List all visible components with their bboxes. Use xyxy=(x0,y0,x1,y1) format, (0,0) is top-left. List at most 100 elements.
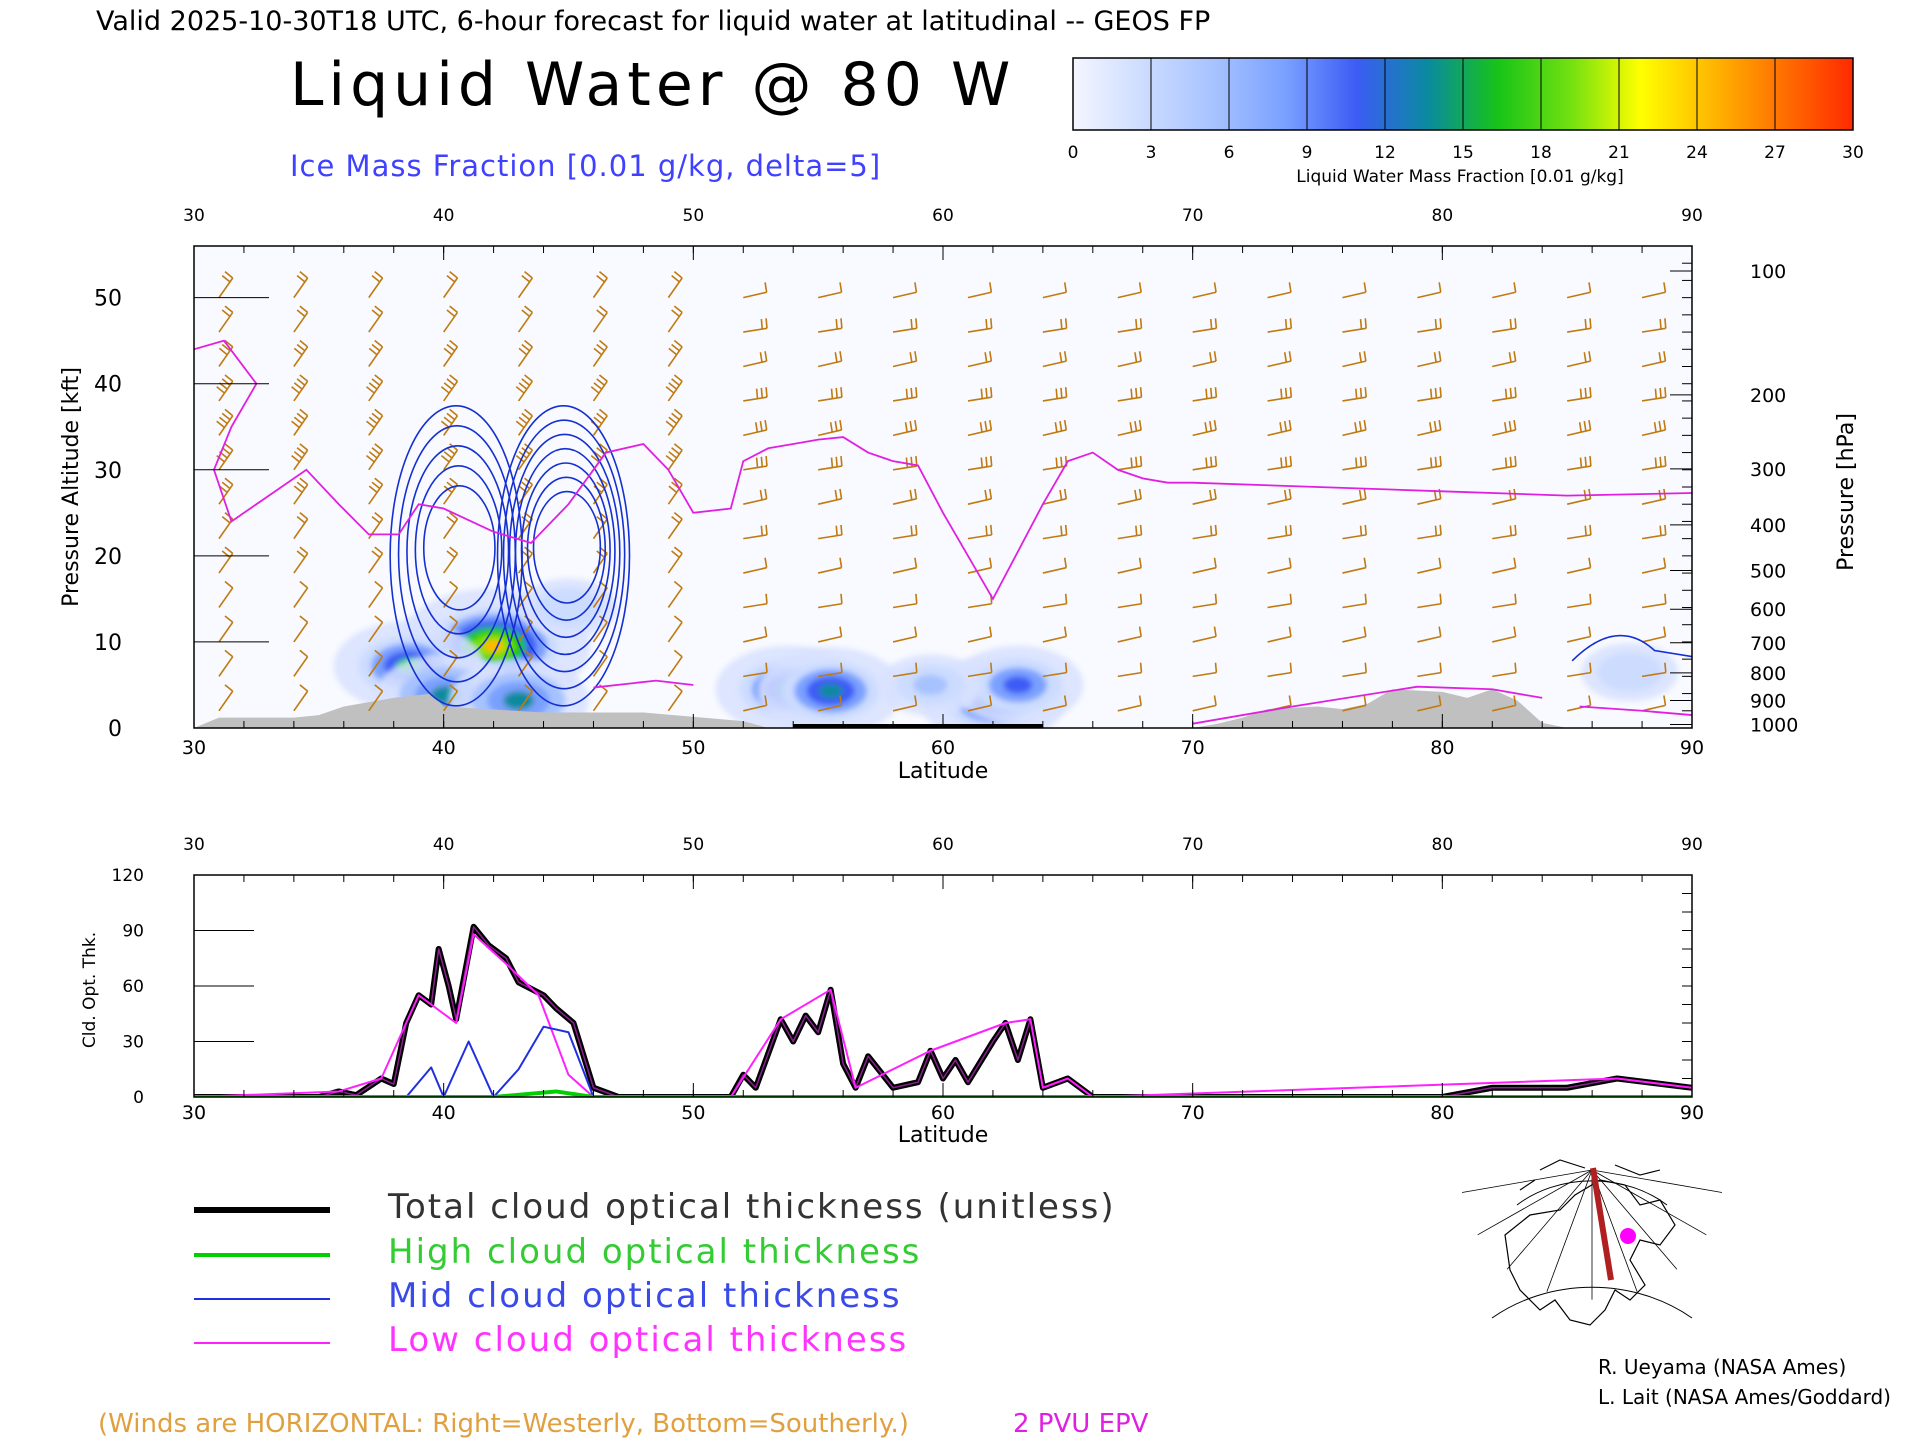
cot-x-tick-label-top: 70 xyxy=(1182,835,1204,855)
wind-barb xyxy=(293,615,309,643)
wind-barb-flag xyxy=(449,546,458,555)
wind-barb-flag xyxy=(829,422,833,433)
wind-barb-flag xyxy=(440,386,450,394)
wind-barb-flag xyxy=(835,456,838,467)
wind-barb-flag xyxy=(839,351,843,362)
wind-barb-flag xyxy=(1213,557,1217,568)
wind-barb xyxy=(1117,557,1142,574)
wind-barb-flag xyxy=(1659,525,1662,536)
wind-barb-flag xyxy=(374,271,384,279)
pressure-tick-label: 900 xyxy=(1750,690,1786,712)
wind-barb-staff xyxy=(293,656,309,677)
cot-y-tick-label: 60 xyxy=(122,977,144,997)
liquid-water-ring xyxy=(913,674,948,696)
wind-barb-flag xyxy=(1138,282,1142,293)
wind-barb-flag xyxy=(1134,421,1138,432)
wind-barb-staff xyxy=(218,621,234,643)
wind-barb-staff xyxy=(517,690,533,712)
wind-barb-flag xyxy=(905,457,909,468)
wind-barb-flag xyxy=(1588,695,1592,706)
wind-barb-flag xyxy=(1289,662,1293,673)
wind-barb-flag xyxy=(1288,488,1292,499)
wind-barb-flag xyxy=(1583,352,1587,363)
wind-barb-flag xyxy=(1280,457,1283,468)
liquid-water-blob xyxy=(879,654,982,716)
wind-barb xyxy=(967,626,993,643)
wind-barb xyxy=(967,387,993,402)
wind-barb-flag xyxy=(299,305,309,314)
wind-barb-flag xyxy=(990,524,993,535)
wind-barb-staff xyxy=(1192,635,1217,643)
wind-barb xyxy=(517,339,533,367)
wind-barb-staff xyxy=(967,671,992,678)
wind-barb-staff xyxy=(667,587,683,608)
wind-barb xyxy=(368,339,384,367)
pressure-tick-label: 700 xyxy=(1750,633,1786,655)
wind-barb xyxy=(1641,351,1667,368)
wind-barb-staff xyxy=(667,690,683,712)
wind-barb-flag xyxy=(1509,456,1513,467)
wind-barb-flag xyxy=(291,454,300,463)
wind-barb xyxy=(1492,351,1517,368)
wind-barb-flag xyxy=(1364,593,1367,604)
wind-barb-flag xyxy=(1504,457,1508,468)
wind-barb xyxy=(1117,662,1143,678)
wind-barb-flag xyxy=(1503,422,1508,433)
wind-barb-flag xyxy=(980,457,983,468)
wind-barb xyxy=(892,282,918,299)
wind-barb-staff xyxy=(1342,704,1367,712)
wind-barb-flag xyxy=(1434,456,1438,467)
wind-barb-flag xyxy=(524,305,533,314)
inset-coastline xyxy=(1504,1179,1676,1326)
wind-barb-flag xyxy=(764,557,768,568)
wind-barb-staff xyxy=(1492,291,1516,299)
wind-barb-flag xyxy=(224,649,234,658)
wind-barb xyxy=(590,408,608,436)
wind-barb-flag xyxy=(299,649,309,658)
wind-barb-flag xyxy=(910,387,913,398)
wind-barb-flag xyxy=(909,489,913,501)
x-tick-label: 80 xyxy=(1430,737,1454,759)
wind-barb-flag xyxy=(221,412,231,421)
wind-barb-flag xyxy=(765,524,768,535)
wind-barb-staff xyxy=(592,621,608,643)
wind-barb-flag xyxy=(839,488,843,499)
terrain xyxy=(194,689,1692,728)
wind-barb-flag xyxy=(980,388,983,399)
wind-barb xyxy=(892,662,918,678)
cot-x-tick-label-top: 80 xyxy=(1432,835,1454,855)
wind-barb-flag xyxy=(371,550,381,558)
wind-barb xyxy=(1417,593,1442,609)
wind-barb-flag xyxy=(1359,525,1363,536)
wind-barb xyxy=(743,695,768,712)
wind-barb xyxy=(1641,318,1667,333)
wind-barb-flag xyxy=(299,580,309,589)
winds-note: (Winds are HORIZONTAL: Right=Westerly, B… xyxy=(98,1409,909,1439)
wind-barb xyxy=(1641,282,1667,299)
wind-barb-flag xyxy=(1589,387,1592,398)
wind-barb-flag xyxy=(1139,318,1143,329)
wind-barb-flag xyxy=(1513,626,1517,637)
credit-ueyama: R. Ueyama (NASA Ames) xyxy=(1598,1355,1846,1379)
wind-barb xyxy=(592,271,608,299)
cot-x-tick-label: 30 xyxy=(182,1102,206,1124)
wind-barb xyxy=(817,557,843,574)
wind-barb-flag xyxy=(668,416,678,425)
wind-barb-flag xyxy=(985,387,988,398)
wind-barb xyxy=(1117,455,1143,471)
wind-barb xyxy=(1192,524,1218,540)
wind-barb xyxy=(1117,282,1142,299)
wind-barb-flag xyxy=(914,557,918,568)
wind-barb-flag xyxy=(443,347,453,356)
wind-barb xyxy=(1117,419,1142,437)
wind-barb xyxy=(1641,455,1667,471)
wind-barb xyxy=(1267,282,1292,299)
wind-barb xyxy=(817,695,843,712)
wind-barb xyxy=(218,305,234,333)
ice-contour xyxy=(414,465,503,635)
wind-barb-flag xyxy=(449,615,458,623)
wind-barb xyxy=(967,524,993,540)
wind-barb-staff xyxy=(1117,704,1142,712)
legend-label: Total cloud optical thickness (unitless) xyxy=(387,1187,1116,1227)
wind-barb-flag xyxy=(374,408,384,417)
